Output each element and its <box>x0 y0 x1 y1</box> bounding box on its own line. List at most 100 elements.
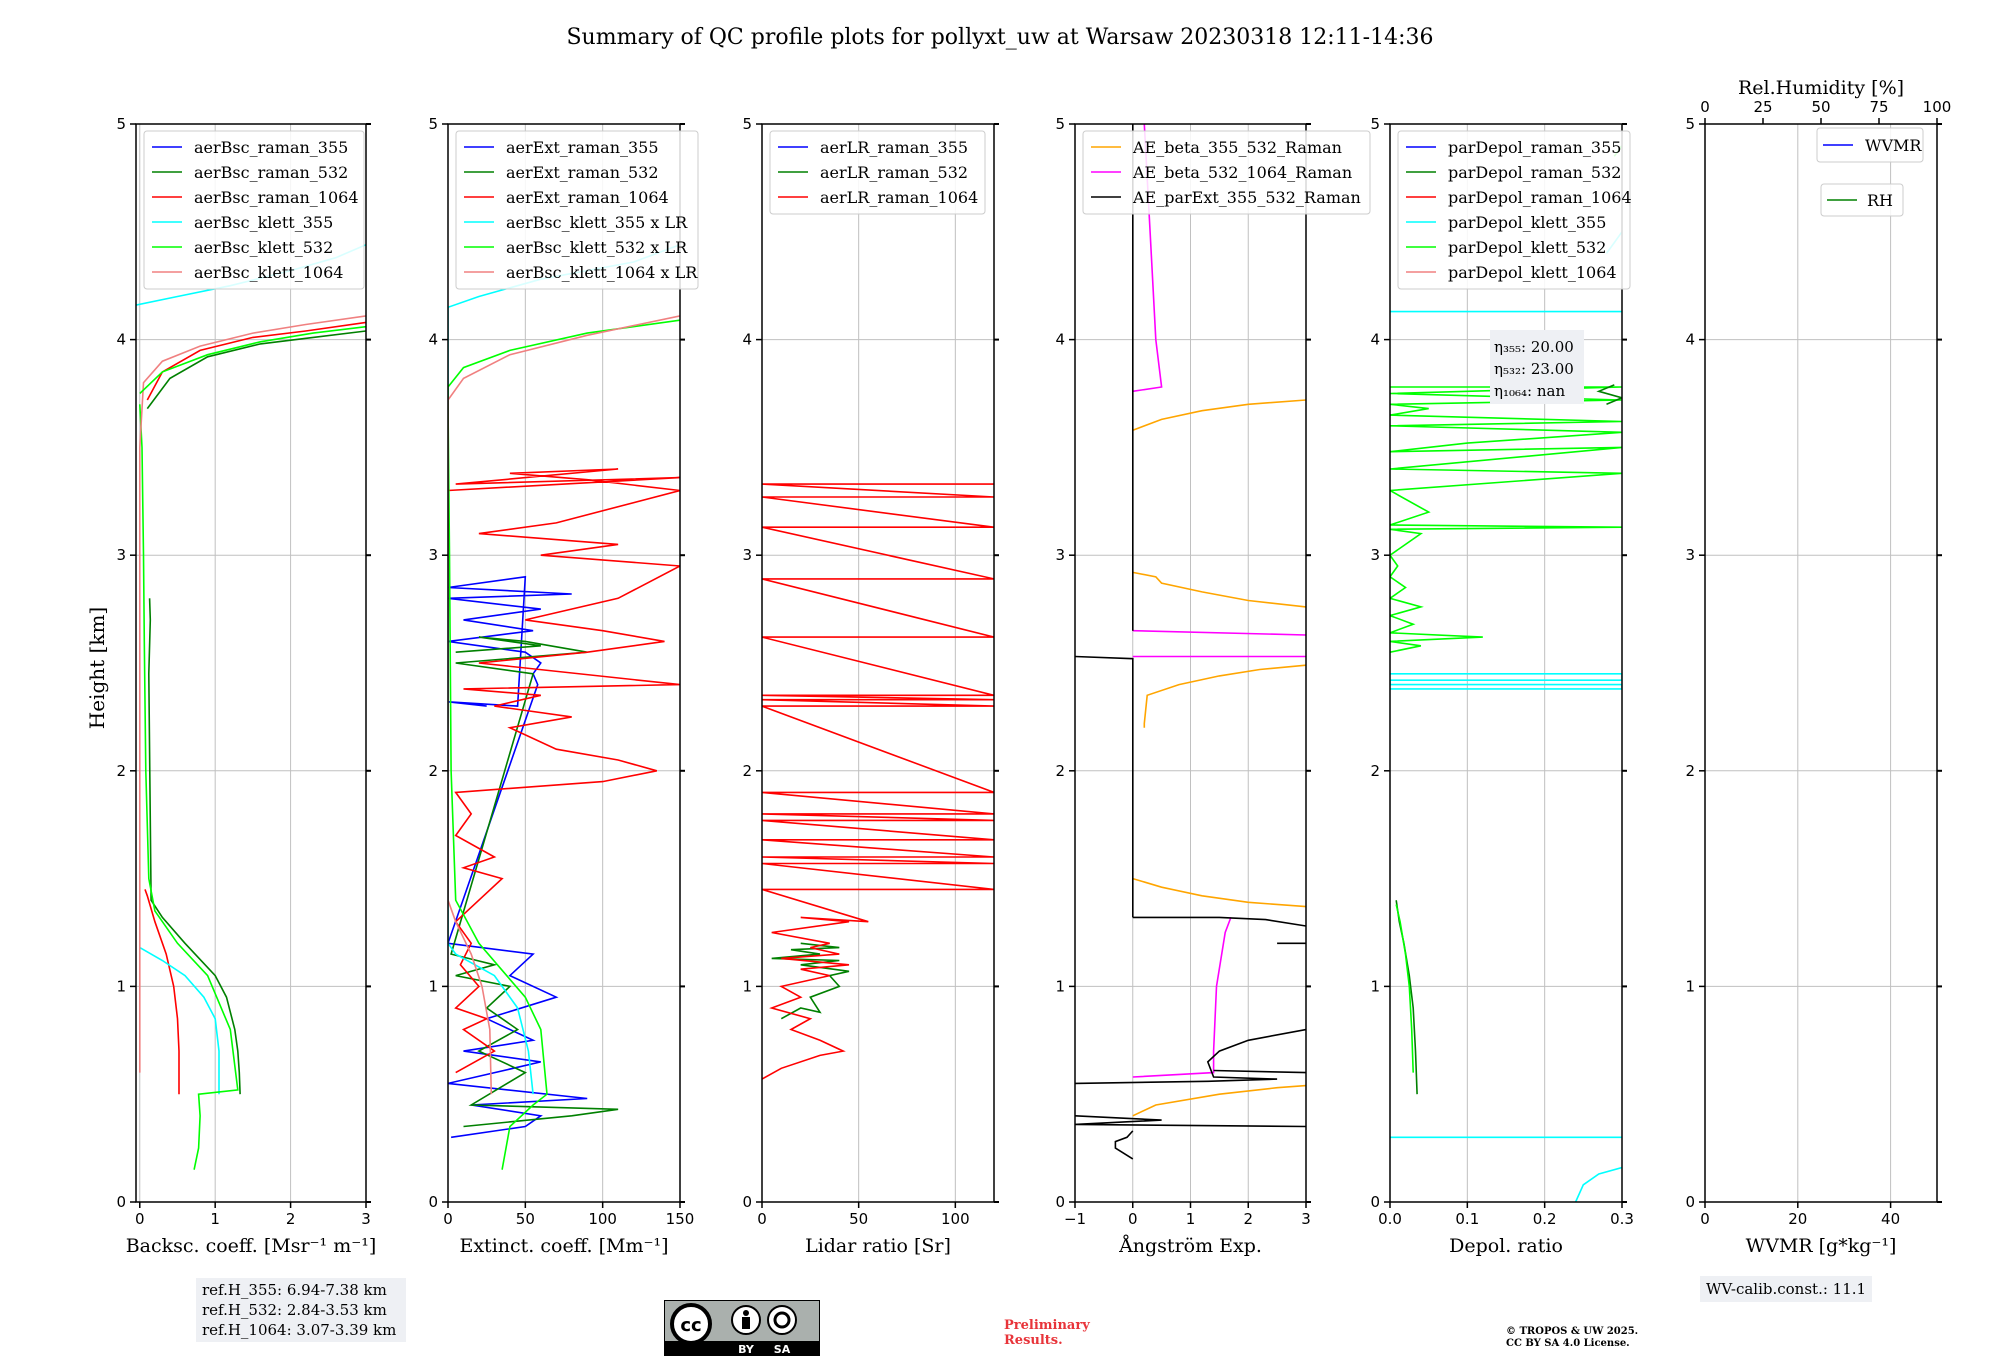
x-tick-label: 0.0 <box>1378 1210 1402 1228</box>
eta-line: η₅₃₂: 23.00 <box>1494 360 1574 378</box>
series-line-aerBsc_raman_1064 <box>144 889 180 1095</box>
top-x-tick-label: 25 <box>1753 98 1772 116</box>
y-tick-label: 0 <box>1685 1193 1695 1211</box>
preliminary-line-1: Preliminary <box>1004 1318 1090 1333</box>
series-line-aerLR_raman_1064 <box>762 483 994 1080</box>
legend-ext: aerExt_raman_355 aerExt_raman_532 aerExt_r… <box>455 130 699 290</box>
x-tick-label: 50 <box>516 1210 535 1228</box>
top-axis-label: Rel.Humidity [%] <box>1738 77 1904 99</box>
x-tick-label: 100 <box>941 1210 970 1228</box>
y-tick-label: 5 <box>1685 115 1695 133</box>
panels: 0 1 2 3 0 1 2 3 4 5 Backsc. coeff. [Msr⁻¹ m⁻¹] aerB… <box>116 77 1951 1257</box>
legend-rh: RH <box>1820 183 1904 217</box>
series-line-AE_beta_355_532_Raman_d <box>1132 571 1306 608</box>
series-line-AE_parExt_355_532_Raman_c <box>1075 1028 1306 1085</box>
x-tick-label: 0.1 <box>1455 1210 1479 1228</box>
x-tick-label: 2 <box>1243 1210 1253 1228</box>
x-tick-label: 0.2 <box>1533 1210 1557 1228</box>
y-tick-label: 5 <box>116 115 126 133</box>
legend-label: parDepol_klett_1064 <box>1448 263 1617 282</box>
ref-height-355: ref.H_355: 6.94-7.38 km <box>202 1281 387 1299</box>
y-tick-label: 2 <box>1685 762 1695 780</box>
legend-box <box>769 130 986 215</box>
axes-frame-depol <box>1389 123 1623 1203</box>
y-axis-label: Height [km] <box>85 607 109 729</box>
series-line-aerExt_raman_1064 <box>448 468 680 1074</box>
x-axis-label-bsc: Backsc. coeff. [Msr⁻¹ m⁻¹] <box>126 1235 377 1257</box>
legend-label: aerLR_raman_355 <box>820 138 968 157</box>
series-line-aerBsc_klett_532_high <box>139 325 366 395</box>
legend-bsc: aerBsc_raman_355 aerBsc_raman_532 aerBsc_r… <box>143 130 365 290</box>
y-tick-label: 0 <box>428 1193 438 1211</box>
legend-box <box>455 130 699 290</box>
legend-label: parDepol_klett_355 <box>1448 213 1606 232</box>
copyright-note: © TROPOS & UW 2025. CC BY SA 4.0 License… <box>1506 1326 1638 1350</box>
legend-label: aerBsc_klett_355 <box>194 213 333 232</box>
ref-height-1064: ref.H_1064: 3.07-3.39 km <box>202 1321 397 1339</box>
y-tick-label: 2 <box>428 762 438 780</box>
series-line-aerLR_raman_532 <box>771 942 850 1020</box>
top-x-tick-label: 50 <box>1811 98 1830 116</box>
y-tick-label: 0 <box>742 1193 752 1211</box>
series-line-aerBsc_raman_1064_high <box>146 321 366 401</box>
legend-box <box>1816 127 1924 163</box>
top-x-tick-label: 75 <box>1869 98 1888 116</box>
y-tick-label: 4 <box>1055 331 1065 349</box>
axes-frame-bsc <box>135 123 367 1203</box>
cc-by-label: BY <box>738 1343 755 1356</box>
series-group-ext <box>448 243 680 1170</box>
panel-wvmr: 0 20 40 0 1 2 3 4 5 WVMR [g*kg⁻¹] 0 25 50 75 100 Rel.Hu… <box>1685 77 1951 1257</box>
series-line-parDepol_raman_532 <box>1395 900 1418 1095</box>
series-line-aerBsc_klett_532 x LR <box>448 319 680 1170</box>
wv-calib-box: WV-calib.const.: 11.1 <box>1700 1276 1873 1302</box>
x-axis-label-ext: Extinct. coeff. [Mm⁻¹] <box>459 1235 668 1257</box>
series-line-AE_parExt_355_532_Raman_d <box>1213 1069 1306 1074</box>
x-axis-label-ae: Ångström Exp. <box>1118 1235 1262 1257</box>
series-line-AE_beta_355_532_Raman_c <box>1143 664 1306 728</box>
series-line-parDepol_raman_532_high <box>1596 384 1622 406</box>
ref-height-532: ref.H_532: 2.84-3.53 km <box>202 1301 387 1319</box>
legend-label: aerBsc_klett_1064 x LR <box>506 263 698 282</box>
x-tick-label: 1 <box>1186 1210 1196 1228</box>
x-tick-label: 0 <box>135 1210 145 1228</box>
y-tick-label: 2 <box>1370 762 1380 780</box>
y-tick-label: 0 <box>1055 1193 1065 1211</box>
axes-frame-lr <box>761 123 995 1203</box>
series-line-AE_parExt_355_532_Raman_g <box>1075 655 1134 918</box>
panel-bsc: 0 1 2 3 0 1 2 3 4 5 Backsc. coeff. [Msr⁻¹ m⁻¹] aerB… <box>116 115 376 1257</box>
x-axis-label-depol: Depol. ratio <box>1449 1235 1563 1257</box>
legend-label: aerBsc_raman_1064 <box>194 188 359 207</box>
x-tick-label: 100 <box>588 1210 617 1228</box>
series-line-parDepol_klett_355_b <box>1574 1166 1622 1202</box>
series-line-parDepol_klett_532_high <box>1390 386 1622 653</box>
y-tick-label: 1 <box>428 977 438 995</box>
copyright-line-1: © TROPOS & UW 2025. <box>1506 1326 1639 1337</box>
legend-label: aerBsc_klett_532 <box>194 238 333 257</box>
legend-box <box>143 130 365 290</box>
y-tick-label: 1 <box>1055 977 1065 995</box>
legend-label: AE_parExt_355_532_Raman <box>1132 188 1361 207</box>
series-line-aerExt_raman_532 <box>450 636 619 1128</box>
legend-label: parDepol_raman_532 <box>1448 163 1621 182</box>
x-tick-label: 1 <box>210 1210 220 1228</box>
legend-label: RH <box>1867 191 1893 210</box>
series-line-AE_beta_532_1064_Raman_c <box>1132 629 1306 636</box>
series-line-aerExt_raman_355 <box>448 575 588 1139</box>
x-tick-label: 0 <box>1700 1210 1710 1228</box>
y-tick-label: 1 <box>1370 977 1380 995</box>
series-line-AE_beta_355_532_Raman <box>1132 1084 1306 1117</box>
series-line-AE_parExt_355_532_Raman <box>1114 1130 1134 1160</box>
series-line-AE_beta_355_532_Raman_b <box>1132 877 1306 908</box>
y-tick-label: 4 <box>1370 331 1380 349</box>
series-line-aerBsc_klett_1064 <box>139 315 366 1073</box>
y-tick-label: 5 <box>1370 115 1380 133</box>
x-tick-label: 0 <box>1128 1210 1138 1228</box>
axes-frame-wvmr <box>1704 123 1938 1203</box>
x-axis-label-lr: Lidar ratio [Sr] <box>805 1235 951 1257</box>
svg-text:cc: cc <box>680 1315 701 1336</box>
legend-label: parDepol_raman_1064 <box>1448 188 1632 207</box>
x-tick-label: 150 <box>666 1210 695 1228</box>
eta-line: η₃₅₅: 20.00 <box>1494 338 1574 356</box>
